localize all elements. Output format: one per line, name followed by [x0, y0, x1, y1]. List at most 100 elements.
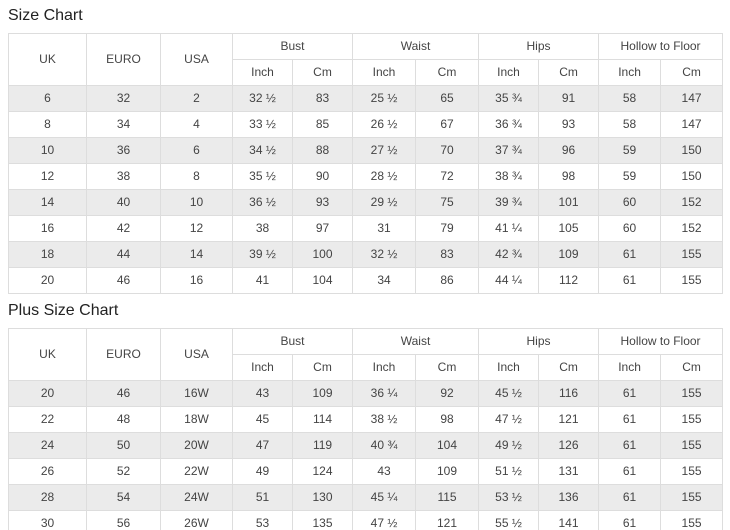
data-cell: 96 — [538, 137, 600, 164]
header-cell-euro: EURO — [86, 33, 161, 86]
data-cell: 12 — [8, 163, 87, 190]
data-cell: 112 — [538, 267, 600, 294]
data-cell: 61 — [598, 458, 662, 485]
data-cell: 48 — [86, 406, 161, 433]
data-cell: 88 — [291, 137, 354, 164]
header-group-hips: Hips — [478, 33, 600, 60]
table-row: 24 50 20W 47 119 40 ¾ 104 49 ½ 126 61 155 — [8, 432, 724, 459]
data-cell: 58 — [598, 85, 662, 112]
data-cell: 105 — [538, 215, 600, 242]
size-chart-table: UK EURO USA Bust Waist Hips Hollow to Floor Inc… — [8, 33, 724, 294]
data-cell: 31 — [352, 215, 417, 242]
data-cell: 155 — [660, 380, 724, 407]
data-cell: 34 — [86, 111, 161, 138]
header-unit-inch-bust: Inch — [232, 354, 293, 381]
data-cell: 61 — [598, 267, 662, 294]
data-cell: 126 — [538, 432, 600, 459]
data-cell: 12 — [160, 215, 233, 242]
data-cell: 155 — [660, 510, 724, 530]
header-unit-inch-hollow-to-floor: Inch — [598, 59, 662, 86]
header-group-row: UK EURO USA Bust Waist Hips Hollow to Floor — [8, 328, 724, 381]
data-cell: 119 — [291, 432, 354, 459]
data-cell: 91 — [538, 85, 600, 112]
data-cell: 22W — [160, 458, 233, 485]
header-unit-cm-bust: Cm — [291, 59, 354, 86]
data-cell: 38 ½ — [352, 406, 417, 433]
data-cell: 130 — [291, 484, 354, 511]
data-cell: 42 ¾ — [478, 241, 540, 268]
header-unit-inch-hips: Inch — [478, 59, 540, 86]
data-cell: 10 — [8, 137, 87, 164]
data-cell: 16W — [160, 380, 233, 407]
data-cell: 101 — [538, 189, 600, 216]
data-cell: 36 ¾ — [478, 111, 540, 138]
data-cell: 35 ½ — [232, 163, 293, 190]
header-group-hips: Hips — [478, 328, 600, 355]
data-cell: 114 — [291, 406, 354, 433]
data-cell: 115 — [415, 484, 480, 511]
data-cell: 121 — [415, 510, 480, 530]
header-unit-inch-waist: Inch — [352, 59, 417, 86]
data-cell: 61 — [598, 380, 662, 407]
data-cell: 29 ½ — [352, 189, 417, 216]
data-cell: 46 — [86, 380, 161, 407]
data-cell: 4 — [160, 111, 233, 138]
data-cell: 40 ¾ — [352, 432, 417, 459]
table-row: 26 52 22W 49 124 43 109 51 ½ 131 61 155 — [8, 458, 724, 485]
data-cell: 85 — [291, 111, 354, 138]
data-cell: 83 — [291, 85, 354, 112]
data-cell: 97 — [291, 215, 354, 242]
data-cell: 70 — [415, 137, 480, 164]
data-cell: 90 — [291, 163, 354, 190]
data-cell: 136 — [538, 484, 600, 511]
data-cell: 155 — [660, 432, 724, 459]
data-cell: 75 — [415, 189, 480, 216]
data-cell: 18 — [8, 241, 87, 268]
header-group-hollow-to-floor: Hollow to Floor — [598, 328, 724, 355]
data-cell: 93 — [291, 189, 354, 216]
data-cell: 14 — [160, 241, 233, 268]
header-group-row: UK EURO USA Bust Waist Hips Hollow to Floor — [8, 33, 724, 86]
data-cell: 14 — [8, 189, 87, 216]
data-cell: 20 — [8, 267, 87, 294]
data-cell: 152 — [660, 215, 724, 242]
data-cell: 47 ½ — [352, 510, 417, 530]
data-cell: 43 — [352, 458, 417, 485]
data-cell: 47 ½ — [478, 406, 540, 433]
header-cell-usa: USA — [160, 33, 233, 86]
data-cell: 109 — [291, 380, 354, 407]
data-cell: 60 — [598, 189, 662, 216]
data-cell: 83 — [415, 241, 480, 268]
data-cell: 32 ½ — [232, 85, 293, 112]
data-cell: 155 — [660, 267, 724, 294]
data-cell: 155 — [660, 484, 724, 511]
data-cell: 92 — [415, 380, 480, 407]
data-cell: 25 ½ — [352, 85, 417, 112]
data-cell: 147 — [660, 85, 724, 112]
data-cell: 24 — [8, 432, 87, 459]
table-row: 14 40 10 36 ½ 93 29 ½ 75 39 ¾ 101 60 152 — [8, 189, 724, 216]
table-row: 12 38 8 35 ½ 90 28 ½ 72 38 ¾ 98 59 150 — [8, 163, 724, 190]
data-cell: 67 — [415, 111, 480, 138]
data-cell: 155 — [660, 406, 724, 433]
data-cell: 38 ¾ — [478, 163, 540, 190]
data-cell: 36 ¼ — [352, 380, 417, 407]
data-cell: 53 ½ — [478, 484, 540, 511]
data-cell: 16 — [8, 215, 87, 242]
data-cell: 49 — [232, 458, 293, 485]
data-cell: 104 — [415, 432, 480, 459]
data-cell: 36 ½ — [232, 189, 293, 216]
data-cell: 39 ¾ — [478, 189, 540, 216]
header-unit-inch-hollow-to-floor: Inch — [598, 354, 662, 381]
data-cell: 26 — [8, 458, 87, 485]
data-cell: 43 — [232, 380, 293, 407]
data-cell: 65 — [415, 85, 480, 112]
data-cell: 39 ½ — [232, 241, 293, 268]
data-cell: 46 — [86, 267, 161, 294]
table-row: 6 32 2 32 ½ 83 25 ½ 65 35 ¾ 91 58 147 — [8, 85, 724, 112]
data-cell: 27 ½ — [352, 137, 417, 164]
data-cell: 52 — [86, 458, 161, 485]
table-row: 16 42 12 38 97 31 79 41 ¼ 105 60 152 — [8, 215, 724, 242]
data-cell: 22 — [8, 406, 87, 433]
header-group-hollow-to-floor: Hollow to Floor — [598, 33, 724, 60]
